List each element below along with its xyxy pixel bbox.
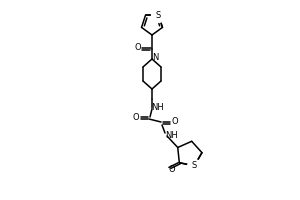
Text: N: N	[152, 53, 158, 62]
Text: NH: NH	[151, 102, 164, 112]
Text: S: S	[156, 11, 161, 20]
Text: O: O	[133, 112, 139, 121]
Text: O: O	[172, 117, 178, 127]
Text: O: O	[169, 165, 175, 174]
Text: NH: NH	[166, 130, 178, 140]
Text: O: O	[135, 43, 141, 51]
Text: S: S	[192, 161, 197, 170]
